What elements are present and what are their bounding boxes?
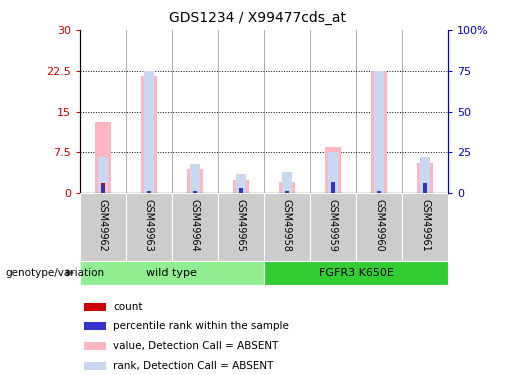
- Bar: [328, 152, 338, 193]
- Bar: [377, 192, 381, 193]
- Bar: [147, 191, 151, 193]
- Text: GSM49960: GSM49960: [374, 198, 384, 251]
- Bar: [239, 188, 243, 193]
- Bar: [282, 172, 292, 193]
- Text: percentile rank within the sample: percentile rank within the sample: [113, 321, 289, 332]
- Text: GDS1234 / X99477cds_at: GDS1234 / X99477cds_at: [169, 11, 346, 26]
- Bar: [187, 169, 203, 193]
- Bar: [80, 261, 264, 285]
- Bar: [218, 193, 264, 261]
- Text: GSM49961: GSM49961: [420, 198, 430, 251]
- Bar: [83, 322, 106, 330]
- Text: GSM49958: GSM49958: [282, 198, 292, 251]
- Bar: [376, 191, 381, 193]
- Bar: [141, 76, 157, 193]
- Bar: [83, 342, 106, 350]
- Bar: [147, 192, 150, 193]
- Bar: [83, 362, 106, 370]
- Bar: [172, 193, 218, 261]
- Bar: [95, 122, 111, 193]
- Text: wild type: wild type: [146, 268, 197, 278]
- Text: GSM49965: GSM49965: [236, 198, 246, 251]
- Bar: [193, 192, 197, 193]
- Bar: [331, 182, 335, 193]
- Bar: [356, 193, 402, 261]
- Bar: [264, 193, 310, 261]
- Bar: [101, 185, 105, 193]
- Bar: [193, 191, 197, 193]
- Text: GSM49959: GSM49959: [328, 198, 338, 251]
- Bar: [126, 193, 172, 261]
- Text: rank, Detection Call = ABSENT: rank, Detection Call = ABSENT: [113, 361, 273, 371]
- Bar: [98, 157, 108, 193]
- Bar: [238, 190, 243, 193]
- Bar: [233, 180, 249, 193]
- Bar: [264, 261, 448, 285]
- Text: genotype/variation: genotype/variation: [5, 268, 104, 278]
- Bar: [420, 157, 430, 193]
- Bar: [80, 193, 126, 261]
- Text: GSM49962: GSM49962: [98, 198, 108, 251]
- Text: GSM49963: GSM49963: [144, 198, 154, 251]
- Bar: [423, 191, 427, 193]
- Bar: [83, 303, 106, 310]
- Bar: [402, 193, 448, 261]
- Text: GSM49964: GSM49964: [190, 198, 200, 251]
- Bar: [100, 183, 105, 193]
- Bar: [285, 192, 288, 193]
- Bar: [285, 191, 289, 193]
- Bar: [423, 183, 426, 193]
- Bar: [279, 182, 295, 193]
- Text: count: count: [113, 302, 143, 312]
- Text: FGFR3 K650E: FGFR3 K650E: [319, 268, 393, 278]
- Bar: [417, 163, 433, 193]
- Text: value, Detection Call = ABSENT: value, Detection Call = ABSENT: [113, 341, 278, 351]
- Bar: [374, 71, 384, 193]
- Bar: [371, 71, 387, 193]
- Bar: [190, 164, 200, 193]
- Bar: [331, 191, 335, 193]
- Bar: [236, 174, 246, 193]
- Bar: [325, 147, 341, 193]
- Bar: [144, 71, 154, 193]
- Bar: [310, 193, 356, 261]
